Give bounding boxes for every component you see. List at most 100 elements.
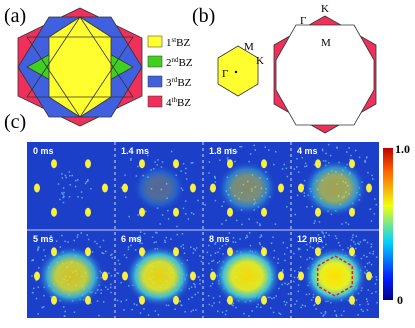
diffraction-peak — [278, 271, 284, 281]
frame-label: 1.8 ms — [209, 146, 237, 156]
ordinal: 2 — [166, 57, 172, 69]
speckle — [57, 171, 92, 204]
frame-label: 6 ms — [121, 234, 142, 244]
inner-zone — [275, 24, 375, 126]
diffraction-peak — [173, 295, 179, 305]
legend-label: 3rdBZ — [166, 76, 192, 89]
legend: 1stBZ 2ndBZ 3rdBZ 4thBZ — [147, 35, 193, 109]
atom-cloud — [133, 164, 185, 212]
diffraction-peak — [85, 295, 91, 305]
diffraction-peak — [34, 183, 40, 193]
atom-cloud — [303, 247, 367, 305]
ordinal-suffix: th — [172, 96, 178, 104]
diffraction-peak — [51, 159, 57, 169]
diffraction-peak — [34, 271, 40, 281]
diffraction-peak — [173, 159, 179, 169]
diffraction-peak — [139, 159, 145, 169]
diffraction-peak — [261, 207, 267, 217]
frame-label: 8 ms — [209, 234, 230, 244]
diffraction-peak — [315, 159, 321, 169]
diffraction-peak — [227, 159, 233, 169]
diffraction-peak — [122, 271, 128, 281]
diffraction-peak — [315, 247, 321, 257]
brillouin-zones — [17, 7, 143, 127]
diffraction-peak — [349, 295, 355, 305]
diffraction-peak — [85, 207, 91, 217]
ordinal-suffix: nd — [172, 56, 180, 64]
panel-label: (a) — [4, 5, 26, 27]
colorbar — [383, 148, 393, 300]
point-label: M — [321, 37, 331, 49]
frame-label: 4 ms — [297, 146, 318, 156]
diffraction-peak — [227, 247, 233, 257]
legend-swatch — [147, 75, 163, 88]
atom-cloud — [213, 245, 281, 307]
legend-label: 4thBZ — [166, 96, 191, 109]
frame-label: 12 ms — [297, 234, 323, 244]
legend-swatch — [147, 35, 163, 48]
diffraction-peak — [190, 183, 196, 193]
diffraction-peak — [85, 247, 91, 257]
atom-cloud — [303, 159, 367, 217]
ordinal-suffix: st — [172, 36, 177, 44]
atom-cloud — [125, 245, 193, 307]
zone: BZ — [177, 77, 191, 89]
colorbar-max: 1.0 — [395, 142, 410, 156]
diffraction-peak — [51, 295, 57, 305]
colorbar-min: 0 — [397, 293, 403, 307]
diffraction-peak — [173, 247, 179, 257]
atom-cloud — [37, 245, 105, 307]
ordinal: 4 — [166, 97, 172, 109]
zone-1 — [48, 16, 112, 118]
point-label: K — [256, 55, 264, 67]
diffraction-peak — [210, 183, 216, 193]
diffraction-peak — [349, 159, 355, 169]
zone-line — [26, 36, 134, 118]
point-label: M — [244, 41, 254, 53]
frame-label: 1.4 ms — [121, 146, 149, 156]
diffraction-peak — [102, 183, 108, 193]
diffraction-peak — [278, 183, 284, 193]
panel-label: (c) — [4, 111, 26, 133]
diffraction-peak — [102, 271, 108, 281]
zone-line — [26, 16, 134, 98]
speckle — [293, 143, 378, 226]
diffraction-peak — [139, 207, 145, 217]
ordinal: 1 — [166, 37, 172, 49]
point-label: Γ — [300, 15, 306, 27]
diffraction-peak — [227, 295, 233, 305]
diffraction-peak — [298, 271, 304, 281]
diffraction-peak — [139, 295, 145, 305]
diffraction-peak — [122, 183, 128, 193]
diffraction-peak — [85, 159, 91, 169]
ordinal-suffix: rd — [172, 76, 178, 84]
atom-cloud — [217, 161, 277, 215]
diffraction-peak — [51, 247, 57, 257]
diffraction-peak — [261, 247, 267, 257]
diffraction-peak — [349, 207, 355, 217]
diffraction-peak — [227, 207, 233, 217]
panel-label: (b) — [192, 5, 215, 27]
zone: BZ — [177, 97, 191, 109]
diffraction-peak — [366, 271, 372, 281]
diffraction-peak — [190, 271, 196, 281]
legend-swatch — [147, 95, 163, 108]
diffraction-peak — [261, 159, 267, 169]
diffraction-peak — [349, 247, 355, 257]
diffraction-peak — [315, 295, 321, 305]
point-label: K — [321, 3, 329, 15]
diffraction-peak — [315, 207, 321, 217]
zone: BZ — [179, 57, 193, 69]
frame-grid: 0 ms 1.4 ms 1.8 ms 4 ms 5 ms 6 ms 8 ms 12 ms — [27, 142, 379, 318]
diffraction-peak — [366, 183, 372, 193]
ordinal: 3 — [166, 77, 172, 89]
legend-label: 1stBZ — [166, 36, 191, 49]
first-zone — [217, 45, 259, 97]
diffraction-peak — [261, 295, 267, 305]
diffraction-peak — [51, 207, 57, 217]
legend-label: 2ndBZ — [166, 56, 193, 69]
frame-label: 5 ms — [33, 234, 54, 244]
legend-swatch — [147, 55, 163, 68]
gamma-point — [234, 70, 238, 74]
